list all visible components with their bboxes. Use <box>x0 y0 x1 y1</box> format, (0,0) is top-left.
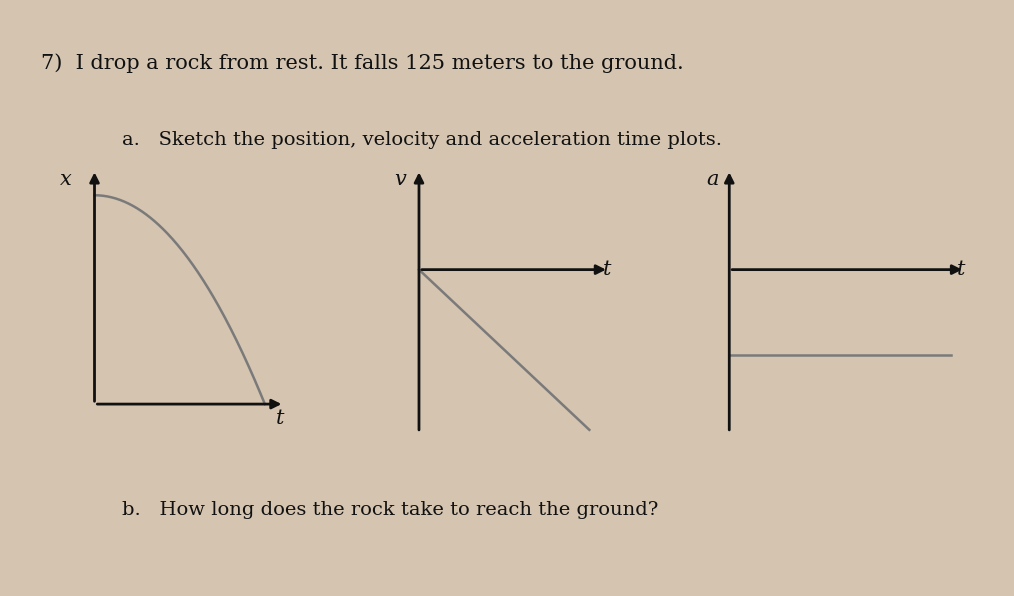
Text: v: v <box>394 169 407 188</box>
Text: x: x <box>61 169 72 188</box>
Text: b.   How long does the rock take to reach the ground?: b. How long does the rock take to reach … <box>122 501 658 519</box>
Text: t: t <box>956 260 965 280</box>
Text: 7)  I drop a rock from rest. It falls 125 meters to the ground.: 7) I drop a rock from rest. It falls 125… <box>41 54 683 73</box>
Text: a.   Sketch the position, velocity and acceleration time plots.: a. Sketch the position, velocity and acc… <box>122 131 722 149</box>
Text: t: t <box>603 260 611 280</box>
Text: t: t <box>276 409 284 428</box>
Text: a: a <box>707 169 719 188</box>
